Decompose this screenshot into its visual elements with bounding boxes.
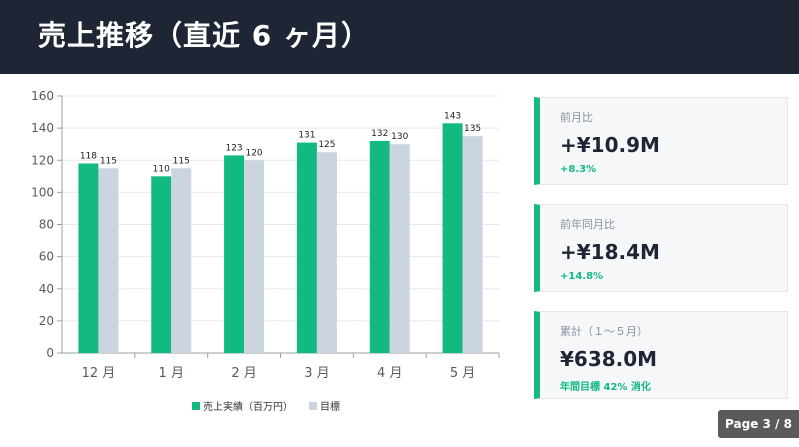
card-value: ¥638.0M	[560, 347, 658, 371]
bar-target	[171, 168, 192, 353]
data-label: 143	[444, 111, 461, 121]
x-tick-label: 2 月	[231, 366, 256, 381]
y-tick-label: 60	[39, 250, 54, 264]
y-tick-label: 140	[31, 121, 54, 135]
bar-target	[316, 152, 337, 353]
bar-target	[389, 144, 410, 353]
data-label: 135	[464, 124, 481, 134]
data-label: 115	[173, 156, 190, 166]
card-year-over-year: 前年同月比 +¥18.4M +14.8%	[534, 204, 788, 292]
card-sub: 年間目標 42% 消化	[560, 382, 651, 393]
x-tick-label: 12 月	[82, 366, 116, 381]
y-tick-label: 80	[39, 218, 54, 232]
page-indicator: Page 3 / 8	[718, 410, 799, 438]
card-label: 前年同月比	[560, 218, 615, 231]
page-title: 売上推移（直近 6 ヶ月）	[38, 19, 370, 52]
x-tick-label: 3 月	[304, 366, 329, 381]
data-label: 130	[391, 132, 408, 142]
card-label: 前月比	[560, 111, 593, 124]
legend-swatch-actual	[192, 402, 200, 410]
data-label: 123	[225, 143, 242, 153]
y-tick-label: 40	[39, 282, 54, 296]
bar-target	[244, 160, 265, 353]
data-label: 125	[318, 140, 335, 150]
legend-label: 目標	[320, 400, 340, 413]
card-sub: +8.3%	[560, 164, 597, 175]
y-tick-label: 160	[31, 89, 54, 103]
y-tick-label: 0	[46, 346, 54, 360]
sales-chart: 0 20 40 60 80 100 120 140 160 12 月 118 115 1 月 110 115…	[0, 74, 520, 447]
x-tick-label: 4 月	[377, 366, 402, 381]
y-tick-label: 20	[39, 314, 54, 328]
data-label: 115	[100, 156, 117, 166]
card-month-over-month: 前月比 +¥10.9M +8.3%	[534, 97, 788, 185]
card-value: +¥18.4M	[560, 240, 660, 264]
bar-actual	[442, 123, 463, 354]
data-label: 120	[245, 148, 262, 158]
bar-actual	[224, 155, 245, 353]
data-label: 118	[80, 151, 97, 161]
card-value: +¥10.9M	[560, 133, 660, 157]
header-bar: 売上推移（直近 6 ヶ月）	[0, 0, 799, 74]
y-tick-label: 120	[31, 153, 54, 167]
legend-swatch-target	[309, 402, 317, 410]
x-tick-label: 1 月	[159, 366, 184, 381]
y-tick-label: 100	[31, 185, 54, 199]
bar-actual	[151, 176, 172, 353]
card-cumulative: 累計（１～５月） ¥638.0M 年間目標 42% 消化	[534, 311, 788, 399]
bar-actual	[78, 163, 99, 353]
bar-actual	[296, 142, 317, 353]
x-tick-label: 5 月	[450, 366, 475, 381]
card-label: 累計（１～５月）	[560, 325, 648, 338]
data-label: 110	[153, 164, 170, 174]
data-label: 131	[298, 131, 315, 141]
data-label: 132	[371, 129, 388, 139]
legend-label: 売上実績（百万円）	[203, 400, 293, 413]
card-sub: +14.8%	[560, 271, 604, 282]
bar-target	[462, 136, 483, 353]
bar-target	[98, 168, 119, 353]
bar-actual	[369, 140, 390, 353]
